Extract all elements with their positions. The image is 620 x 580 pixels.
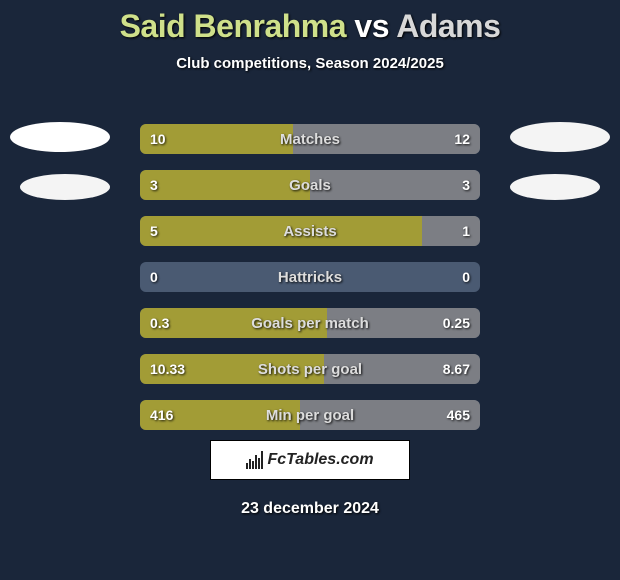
stat-row: 416465Min per goal (140, 400, 480, 430)
stat-fill-left (140, 216, 422, 246)
fctables-logo[interactable]: FcTables.com (210, 440, 410, 480)
stat-row: 0 0Hattricks (140, 262, 480, 292)
player1-badge (10, 122, 110, 152)
date-label: 23 december 2024 (0, 500, 620, 518)
stat-value-left: 10.33 (144, 354, 191, 384)
player2-name: Adams (396, 8, 500, 44)
player1-badge-secondary (20, 174, 110, 200)
stat-row: 51Assists (140, 216, 480, 246)
logo-text: FcTables.com (267, 451, 373, 469)
stat-value-right: 3 (456, 170, 476, 200)
stat-fill-right (310, 170, 480, 200)
stat-value-right: 1 (456, 216, 476, 246)
player1-name: Said Benrahma (120, 8, 346, 44)
stat-value-right: 0 (456, 262, 476, 292)
stat-rows: 1012Matches33Goals51Assists00Hattricks0.… (140, 124, 480, 446)
stat-fill-left (140, 170, 310, 200)
stat-row: 33Goals (140, 170, 480, 200)
stat-value-right: 465 (441, 400, 476, 430)
stat-value-left: 0.3 (144, 308, 175, 338)
player2-badge (510, 122, 610, 152)
stat-value-right: 0.25 (437, 308, 476, 338)
stat-value-left: 0 (144, 262, 164, 292)
stat-value-right: 8.67 (437, 354, 476, 384)
stat-label: Hattricks (140, 262, 480, 292)
stat-value-left: 5 (144, 216, 164, 246)
stat-row: 10.338.67Shots per goal (140, 354, 480, 384)
stat-value-left: 416 (144, 400, 179, 430)
stat-value-left: 10 (144, 124, 172, 154)
title-vs: vs (354, 8, 389, 44)
subtitle: Club competitions, Season 2024/2025 (0, 55, 620, 72)
logo-bars-icon (246, 451, 263, 469)
stat-row: 1012Matches (140, 124, 480, 154)
player2-badge-secondary (510, 174, 600, 200)
stat-value-right: 12 (448, 124, 476, 154)
comparison-title: Said Benrahma vs Adams (0, 0, 620, 45)
stat-value-left: 3 (144, 170, 164, 200)
stat-row: 0.30.25Goals per match (140, 308, 480, 338)
